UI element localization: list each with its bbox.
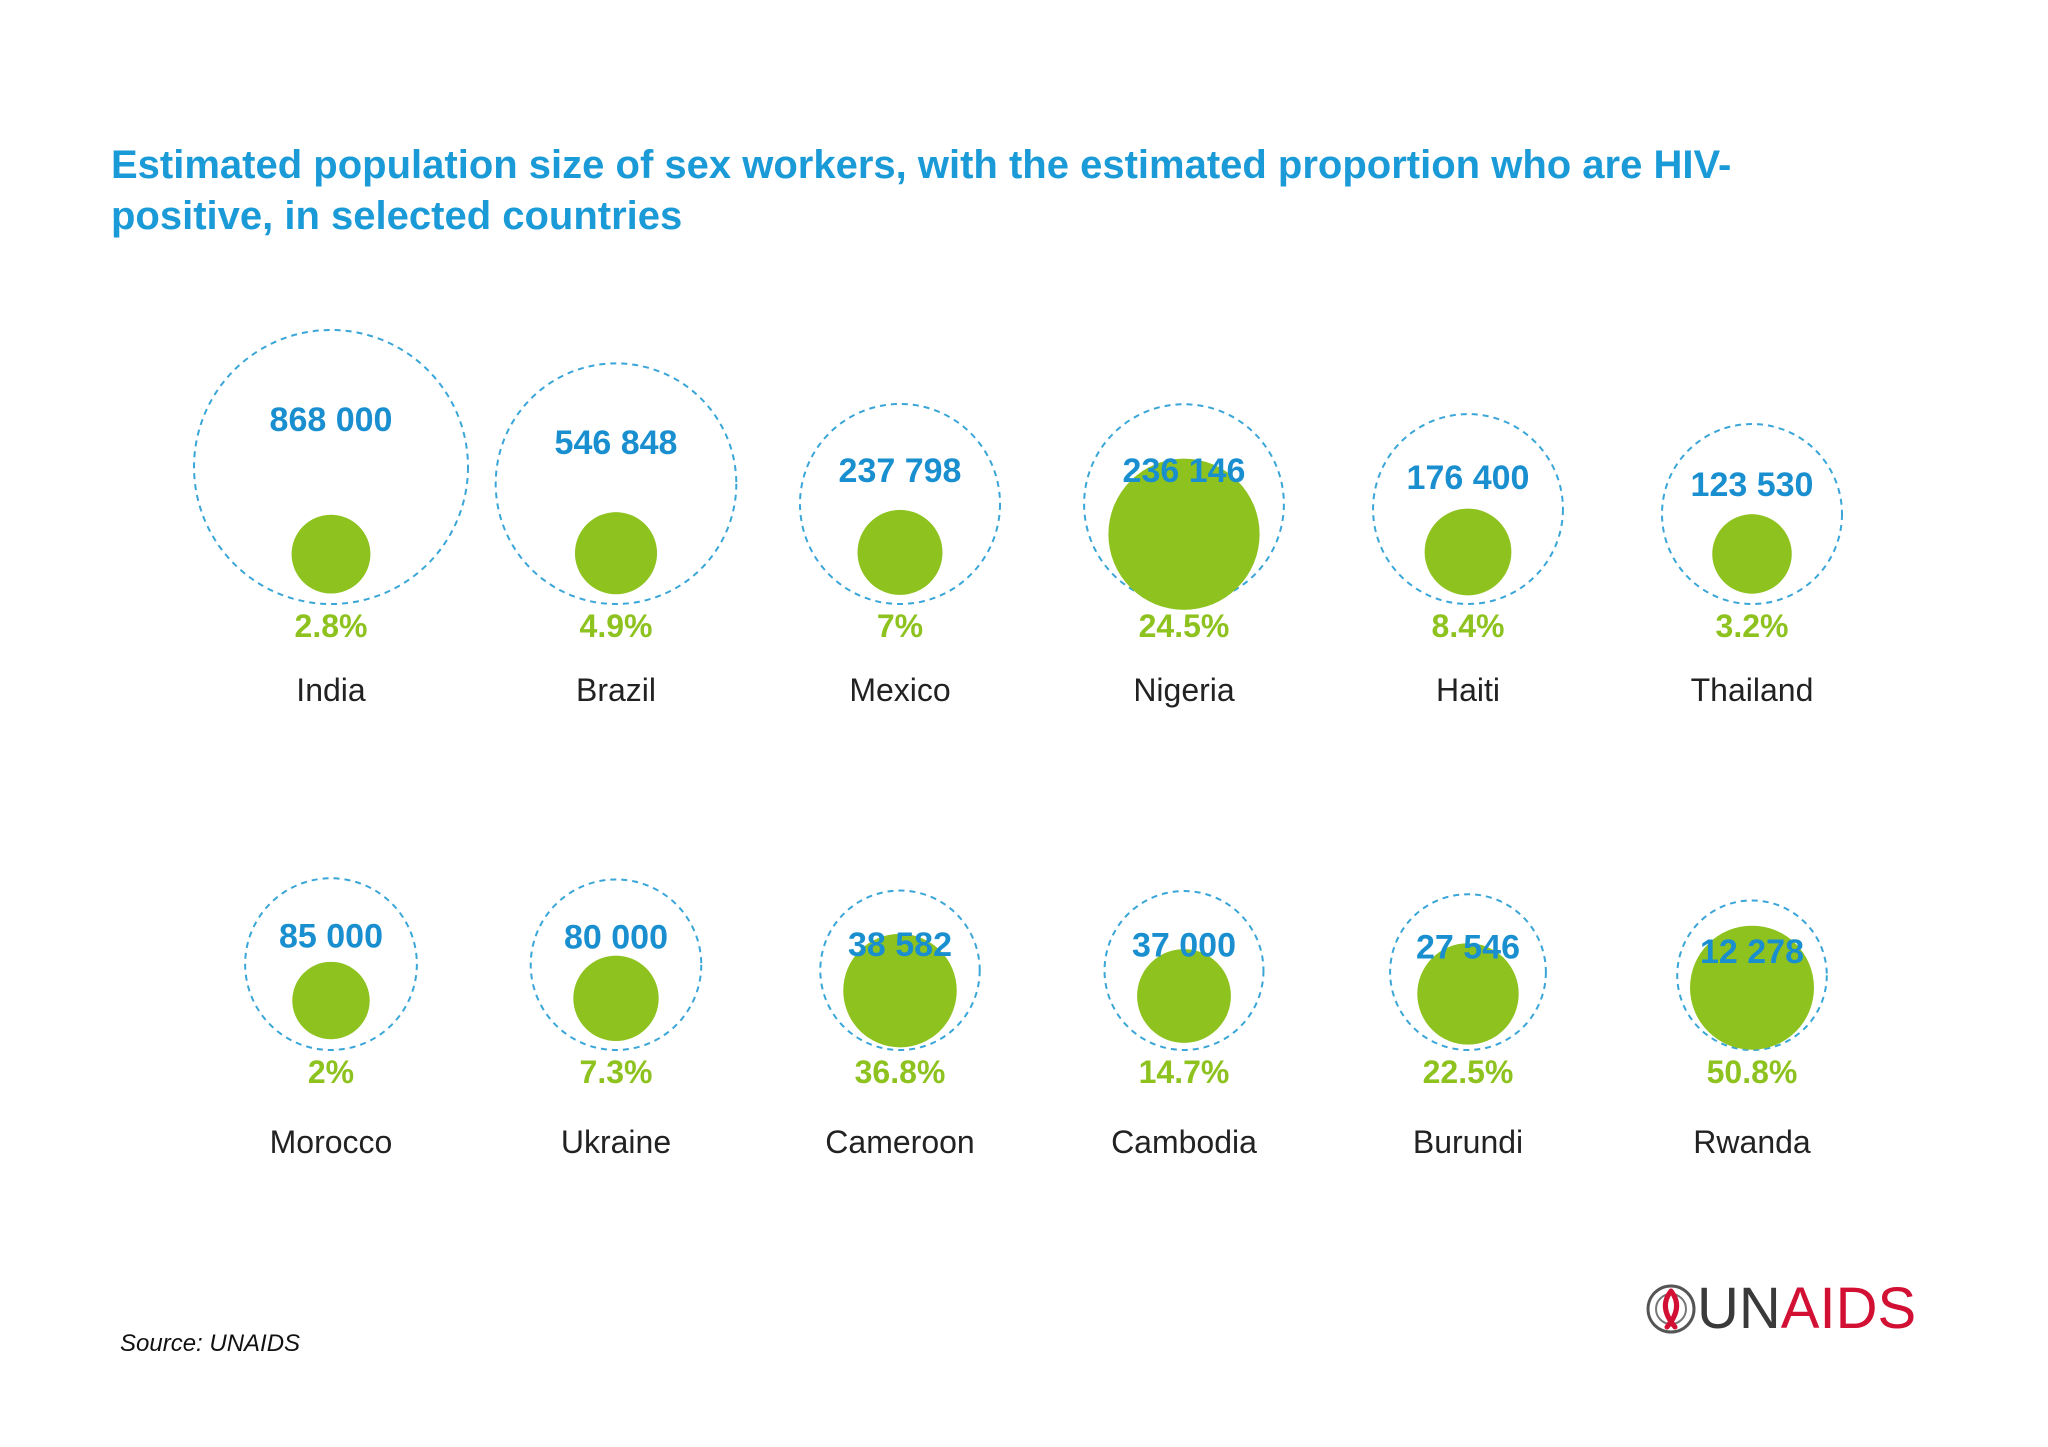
country-label: Mexico <box>849 672 950 708</box>
population-label: 123 530 <box>1691 466 1814 504</box>
hiv-percent-label: 7.3% <box>580 1054 653 1090</box>
hiv-circle <box>1712 514 1792 594</box>
bubble-group-brazil: 546 848 4.9% Brazil <box>494 362 738 708</box>
population-label: 12 278 <box>1700 933 1804 971</box>
country-label: Ukraine <box>561 1124 671 1160</box>
country-label: India <box>296 672 366 708</box>
population-circle <box>819 889 981 1051</box>
country-label: Cambodia <box>1111 1124 1257 1160</box>
bubble-group-ukraine: 80 000 7.3% Ukraine <box>529 878 703 1160</box>
hiv-percent-label: 36.8% <box>855 1054 946 1090</box>
population-circle <box>494 362 738 606</box>
population-label: 27 546 <box>1416 929 1520 967</box>
country-label: Nigeria <box>1133 672 1235 708</box>
bubble-group-morocco: 85 000 2% Morocco <box>244 877 418 1160</box>
hiv-circle <box>574 512 658 595</box>
hiv-circle <box>291 514 371 594</box>
country-label: Burundi <box>1413 1124 1523 1160</box>
country-label: Rwanda <box>1693 1124 1811 1160</box>
country-label: Morocco <box>270 1124 393 1160</box>
population-label: 176 400 <box>1407 459 1530 497</box>
hiv-circle <box>857 509 943 595</box>
bubble-group-rwanda: 12 278 50.8% Rwanda <box>1676 899 1828 1160</box>
country-label: Cameroon <box>825 1124 974 1160</box>
hiv-percent-label: 24.5% <box>1139 608 1230 644</box>
chart-title: Estimated population size of sex workers… <box>111 143 1732 238</box>
bubble-group-india: 868 000 2.8% India <box>193 329 469 708</box>
country-label: Haiti <box>1436 672 1500 708</box>
population-label: 868 000 <box>270 401 393 439</box>
hiv-circle <box>1424 508 1512 596</box>
hiv-circle <box>843 933 957 1048</box>
unaids-logo: UNAIDS <box>1645 1280 1916 1338</box>
population-label: 236 146 <box>1123 452 1246 490</box>
population-label: 85 000 <box>279 918 383 956</box>
population-circle <box>1103 890 1265 1052</box>
bubble-group-burundi: 27 546 22.5% Burundi <box>1389 893 1547 1160</box>
population-circle <box>1372 413 1564 605</box>
hiv-percent-label: 7% <box>877 608 923 644</box>
bubble-group-cambodia: 37 000 14.7% Cambodia <box>1103 890 1265 1160</box>
hiv-percent-label: 8.4% <box>1432 608 1505 644</box>
hiv-percent-label: 14.7% <box>1139 1054 1230 1090</box>
hiv-percent-label: 4.9% <box>580 608 653 644</box>
hiv-percent-label: 2.8% <box>295 608 368 644</box>
hiv-circle <box>1690 925 1814 1050</box>
bubble-group-mexico: 237 798 7% Mexico <box>798 402 1002 708</box>
hiv-percent-label: 3.2% <box>1716 608 1789 644</box>
bubble-group-cameroon: 38 582 36.8% Cameroon <box>819 889 981 1160</box>
population-label: 38 582 <box>848 926 952 964</box>
source-note: Source: UNAIDS <box>120 1330 301 1357</box>
population-label: 546 848 <box>555 424 678 462</box>
population-circle <box>193 329 469 605</box>
hiv-percent-label: 22.5% <box>1423 1054 1514 1090</box>
hiv-circle <box>1137 949 1231 1043</box>
country-label: Brazil <box>576 672 656 708</box>
hiv-circle <box>1108 458 1260 610</box>
hiv-percent-label: 50.8% <box>1707 1054 1798 1090</box>
bubble-group-haiti: 176 400 8.4% Haiti <box>1372 413 1564 708</box>
hiv-circle <box>1417 943 1519 1045</box>
population-circle <box>1660 422 1844 606</box>
hiv-circle <box>292 961 370 1040</box>
population-circle <box>529 878 703 1051</box>
country-label: Thailand <box>1691 672 1814 708</box>
population-circle <box>1676 899 1828 1051</box>
unaids-emblem-icon <box>1646 1284 1696 1334</box>
hiv-percent-label: 2% <box>308 1054 354 1090</box>
population-circle <box>244 877 418 1051</box>
population-label: 237 798 <box>839 452 962 490</box>
population-circle <box>798 402 1002 605</box>
bubble-group-thailand: 123 530 3.2% Thailand <box>1660 422 1844 708</box>
logo-text: UNAIDS <box>1697 1276 1917 1341</box>
population-label: 37 000 <box>1132 926 1236 964</box>
population-circle <box>1389 893 1547 1052</box>
population-label: 80 000 <box>564 918 668 956</box>
bubble-group-nigeria: 236 146 24.5% Nigeria <box>1083 403 1285 708</box>
hiv-circle <box>573 955 659 1042</box>
